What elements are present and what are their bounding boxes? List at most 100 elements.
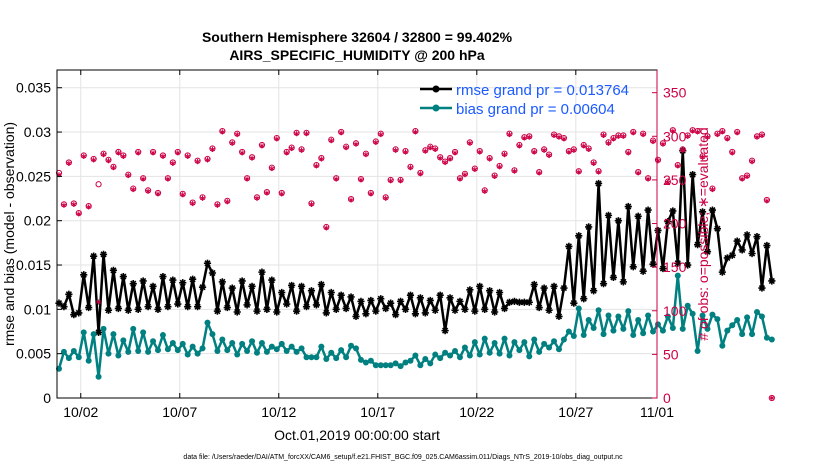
bias-point [90, 331, 97, 338]
bias-point [442, 349, 449, 356]
rmse-point [75, 309, 83, 317]
bias-point [214, 348, 221, 355]
bias-point [362, 359, 369, 366]
obs-evaluated-point [180, 192, 186, 198]
obs-evaluated-point [497, 164, 503, 170]
obs-evaluated-point [165, 176, 171, 182]
obs-evaluated-point [269, 165, 275, 172]
bias-point [209, 331, 216, 338]
obs-evaluated-point [591, 160, 597, 166]
y-tick-label-left: 0.005 [16, 346, 51, 362]
obs-evaluated-point [630, 130, 636, 136]
obs-evaluated-point [105, 158, 111, 164]
obs-evaluated-point [249, 155, 255, 161]
bias-point [70, 348, 77, 355]
obs-evaluated-point [200, 195, 206, 201]
legend-label-bias: bias grand pr = 0.00604 [456, 101, 615, 118]
obs-evaluated-point [601, 132, 607, 139]
bias-point [367, 357, 374, 364]
obs-evaluated-point [239, 150, 245, 156]
bias-point [427, 360, 434, 367]
x-tick-label: 10/27 [558, 404, 593, 420]
rmse-point [293, 307, 301, 315]
bias-point [496, 350, 503, 357]
rmse-point [159, 272, 167, 281]
obs-evaluated-point [640, 131, 646, 138]
rmse-point [238, 277, 246, 285]
rmse-point [60, 303, 68, 311]
bias-point [348, 342, 355, 349]
rmse-point [99, 250, 108, 258]
bias-point [239, 340, 246, 347]
obs-evaluated-point [719, 129, 725, 135]
bias-point [407, 357, 414, 364]
obs-evaluated-point [739, 176, 745, 182]
rmse-point [713, 225, 721, 233]
obs-evaluated-point [714, 131, 720, 138]
footer-data-file: data file: /Users/raeder/DAI/ATM_forcXX/… [183, 454, 623, 461]
rmse-point [580, 295, 588, 303]
bias-point [491, 340, 498, 347]
obs-evaluated-point [224, 199, 230, 205]
obs-evaluated-point [427, 145, 433, 151]
obs-evaluated-point [204, 157, 210, 163]
rmse-point [367, 296, 375, 305]
y-tick-label-right: 350 [663, 85, 687, 101]
bias-point [546, 344, 553, 351]
obs-evaluated-point [289, 145, 295, 152]
obs-evaluated-point [333, 176, 339, 182]
bias-point [65, 355, 72, 362]
rmse-point [659, 264, 667, 273]
obs-evaluated-point [398, 178, 404, 184]
rmse-point [540, 284, 548, 292]
obs-evaluated-point [502, 152, 508, 158]
rmse-point [288, 281, 296, 290]
bias-point [323, 355, 330, 362]
bias-point [734, 316, 741, 323]
obs-evaluated-point [294, 131, 300, 137]
bias-point [605, 312, 612, 319]
rmse-point [406, 291, 415, 299]
rmse-point [109, 266, 118, 274]
obs-evaluated-point [417, 171, 423, 177]
obs-evaluated-point [209, 146, 215, 152]
bias-point [447, 352, 454, 359]
obs-evaluated-point [274, 136, 280, 142]
bias-point [600, 331, 607, 338]
series-1 [55, 272, 775, 380]
rmse-point [476, 282, 484, 290]
chart-title: Southern Hemisphere 32604 / 32800 = 99.4… [202, 29, 513, 45]
obs-evaluated-point [66, 160, 72, 166]
obs-evaluated-point [125, 172, 131, 179]
rmse-point [535, 303, 543, 312]
obs-evaluated-point [432, 146, 438, 152]
bias-point [189, 343, 196, 350]
bias-point [536, 348, 543, 355]
obs-evaluated-point [219, 129, 225, 135]
bias-point [615, 313, 622, 320]
bias-point [80, 329, 87, 336]
bias-point [219, 336, 226, 343]
rmse-point [763, 241, 771, 250]
obs-evaluated-point [279, 191, 285, 197]
rmse-point [649, 260, 657, 268]
rmse-point [248, 282, 256, 290]
bias-point [650, 328, 657, 335]
obs-evaluated-point [91, 157, 97, 163]
rmse-point [466, 286, 474, 294]
obs-evaluated-point [586, 146, 592, 152]
rmse-point [718, 268, 726, 276]
y-tick-label-right: 50 [663, 346, 679, 362]
y-tick-label-left: 0.015 [16, 257, 51, 273]
rmse-point [486, 287, 494, 295]
obs-evaluated-point [487, 156, 493, 162]
bias-point [145, 348, 152, 355]
bias-point [654, 321, 661, 328]
obs-evaluated-point [511, 168, 517, 174]
obs-evaluated-point [724, 136, 730, 142]
rmse-point [664, 217, 672, 226]
bias-point [541, 340, 548, 347]
bias-point [704, 325, 711, 332]
x-tick-label: 10/02 [63, 404, 98, 420]
